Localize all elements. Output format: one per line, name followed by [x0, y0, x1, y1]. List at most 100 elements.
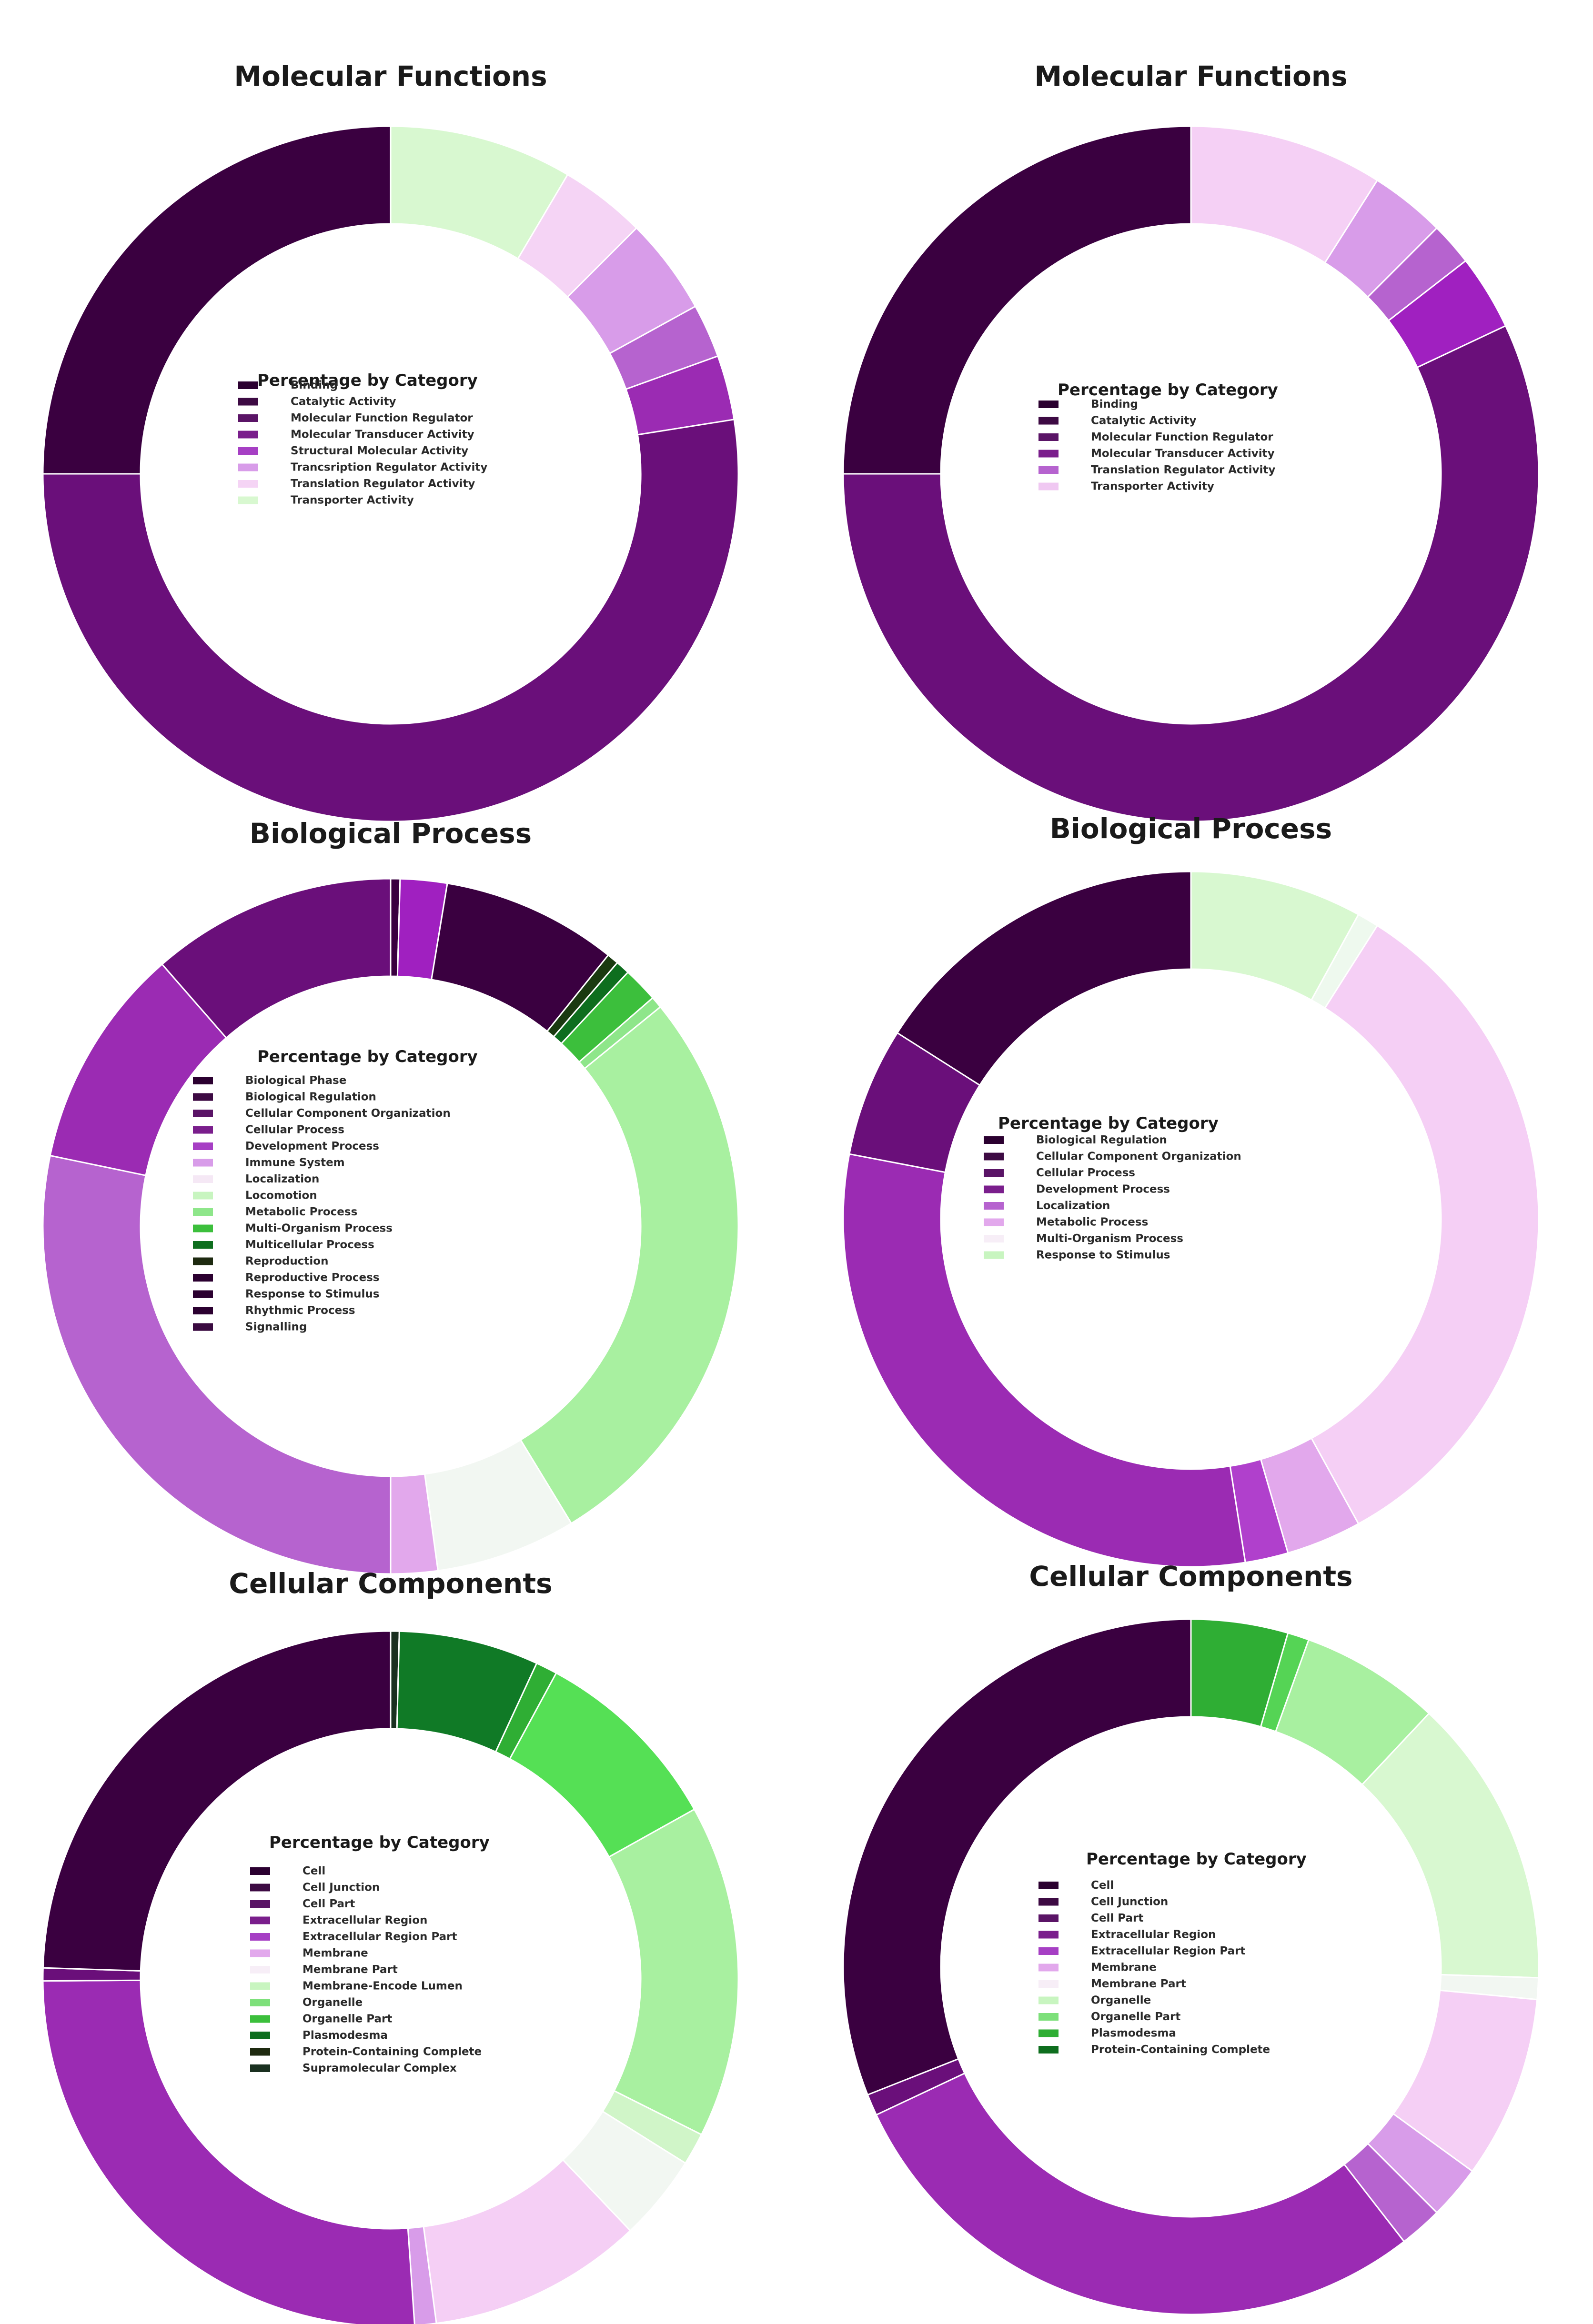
slice-biological-regulation [896, 871, 1192, 1086]
chart-title: Molecular Functions [1034, 60, 1347, 92]
legend-swatch-structural-molecular-activity [238, 447, 258, 455]
chart-title: Biological Process [250, 817, 532, 850]
legend-swatch-cell [1038, 1882, 1059, 1889]
legend-swatch-catalytic-activity [1038, 417, 1059, 425]
legend-swatch-cell-part [250, 1900, 270, 1908]
legend-label-development-process: Development Process [1036, 1183, 1170, 1196]
donut-chart-6: Cellular Components Percentage by Categor… [842, 1560, 1540, 2315]
legend-label-organelle: Organelle [302, 1996, 363, 2009]
legend-label-cell: Cell [1091, 1879, 1114, 1892]
legend-swatch-membrane-part [250, 1966, 270, 1973]
legend-label-molecular-transducer-activity: Molecular Transducer Activity [1091, 448, 1275, 460]
legend-swatch-molecular-function-regulator [238, 414, 258, 422]
legend-title: Percentage by Category [998, 1114, 1219, 1133]
donut-chart-2: Molecular Functions Percentage by Categor… [842, 60, 1540, 822]
legend-swatch-supramolecular-complex [250, 2064, 270, 2072]
legend-swatch-binding [1038, 401, 1059, 408]
legend-swatch-immune-system [193, 1159, 213, 1167]
slice-signalling [161, 878, 392, 1039]
legend-label-extracellular-region-part: Extracellular Region Part [302, 1931, 457, 1943]
legend-swatch-organelle-part [1038, 2013, 1059, 2021]
legend-label-metabolic-process: Metabolic Process [245, 1206, 357, 1218]
legend-label-binding: Binding [1091, 398, 1138, 411]
legend-swatch-membrane [1038, 1963, 1059, 1972]
legend-label-molecular-transducer-activity: Molecular Transducer Activity [291, 429, 474, 441]
legend-swatch-locomotion [193, 1192, 213, 1200]
legend-label-trancsription-regulator-activity: Trancsription Regulator Activity [291, 461, 487, 474]
legend-swatch-membrane-part [1038, 1980, 1059, 1988]
slice-cell-part [875, 2072, 1405, 2315]
legend-label-membrane-part: Membrane Part [302, 1963, 398, 1976]
legend-swatch-extracellular-region [1038, 1931, 1059, 1939]
slice-catalytic-activity [842, 325, 1540, 822]
legend-swatch-molecular-transducer-activity [238, 431, 258, 439]
legend-label-organelle-part: Organelle Part [302, 2013, 392, 2025]
legend-swatch-localization [193, 1175, 213, 1183]
legend-label-extracellular-region: Extracellular Region [1091, 1929, 1216, 1941]
legend-swatch-biological-phase [193, 1077, 213, 1084]
legend-label-membrane-encode-lumen: Membrane-Encode Lumen [302, 1980, 463, 1993]
legend-label-cell: Cell [302, 1865, 325, 1877]
legend-label-localization: Localization [1036, 1200, 1110, 1212]
legend-swatch-membrane-encode-lumen [250, 1982, 270, 1990]
legend-label-multi-organism-process: Multi-Organism Process [1036, 1232, 1183, 1245]
legend-swatch-cell-junction [1038, 1898, 1059, 1906]
legend-swatch-organelle [250, 1999, 270, 2006]
legend-label-extracellular-region-part: Extracellular Region Part [1091, 1945, 1245, 1957]
legend-label-translation-regulator-activity: Translation Regulator Activity [1091, 464, 1275, 476]
legend-label-membrane: Membrane [1091, 1962, 1157, 1974]
legend-swatch-cell-junction [250, 1883, 270, 1892]
legend-label-transporter-activity: Transporter Activity [1091, 481, 1214, 493]
legend-label-structural-molecular-activity: Structural Molecular Activity [291, 445, 468, 457]
legend-label-plasmodesma: Plasmodesma [1091, 2027, 1176, 2040]
legend-label-multicellular-process: Multicellular Process [245, 1239, 374, 1251]
legend-label-multi-organism-process: Multi-Organism Process [245, 1222, 393, 1235]
legend-swatch-extracellular-region-part [250, 1933, 270, 1941]
legend-title: Percentage by Category [257, 371, 478, 390]
slice-catalytic-activity [42, 419, 739, 822]
legend-title: Percentage by Category [1086, 1850, 1307, 1869]
legend-swatch-multicellular-process [193, 1241, 213, 1249]
legend-swatch-protein-containing-complete [1038, 2046, 1059, 2054]
legend-swatch-binding [238, 381, 258, 389]
legend-label-cell-part: Cell Part [1091, 1912, 1143, 1924]
legend-label-molecular-function-regulator: Molecular Function Regulator [1091, 431, 1273, 443]
legend-label-plasmodesma: Plasmodesma [302, 2029, 388, 2042]
donut-chart-4: Biological Process Percentage by Category… [842, 812, 1540, 1568]
legend-swatch-cell-part [1038, 1914, 1059, 1922]
legend-swatch-biological-regulation [193, 1093, 213, 1101]
legend-title: Percentage by Category [269, 1833, 490, 1852]
legend-swatch-localization [984, 1202, 1004, 1210]
legend-swatch-transporter-activity [238, 496, 258, 504]
legend-swatch-cell [250, 1867, 270, 1875]
legend-label-biological-phase: Biological Phase [245, 1074, 346, 1087]
legend-swatch-multi-organism-process [193, 1224, 213, 1232]
legend-label-cellular-component-organization: Cellular Component Organization [1036, 1151, 1241, 1163]
legend-swatch-translation-regulator-activity [1038, 466, 1059, 474]
legend-label-supramolecular-complex: Supramolecular Complex [302, 2062, 457, 2074]
legend-label-metabolic-process: Metabolic Process [1036, 1216, 1148, 1229]
legend-label-response-to-stimulus: Response to Stimulus [1036, 1249, 1170, 1262]
slice-binding [842, 125, 1192, 475]
legend-swatch-cellular-process [193, 1126, 213, 1134]
legend-swatch-metabolic-process [984, 1218, 1004, 1226]
legend-label-locomotion: Locomotion [245, 1190, 317, 1202]
legend-label-immune-system: Immune System [245, 1157, 345, 1169]
legend-swatch-rhythmic-process [193, 1307, 213, 1314]
legend-label-biological-regulation: Biological Regulation [245, 1091, 376, 1103]
legend-label-protein-containing-complete: Protein-Containing Complete [1091, 2044, 1270, 2056]
legend-swatch-response-to-stimulus [984, 1251, 1004, 1259]
legend-label-molecular-function-regulator: Molecular Function Regulator [291, 412, 473, 424]
legend-swatch-biological-regulation [984, 1136, 1004, 1144]
legend-swatch-cellular-component-organization [193, 1110, 213, 1117]
chart-title: Cellular Components [1029, 1560, 1352, 1593]
chart-title: Biological Process [1050, 812, 1332, 845]
legend-swatch-signalling [193, 1323, 213, 1331]
legend-swatch-extracellular-region [250, 1916, 270, 1924]
legend-swatch-molecular-transducer-activity [1038, 450, 1059, 458]
legend-label-response-to-stimulus: Response to Stimulus [245, 1288, 379, 1301]
legend-swatch-extracellular-region-part [1038, 1947, 1059, 1955]
legend-swatch-metabolic-process [193, 1208, 213, 1216]
